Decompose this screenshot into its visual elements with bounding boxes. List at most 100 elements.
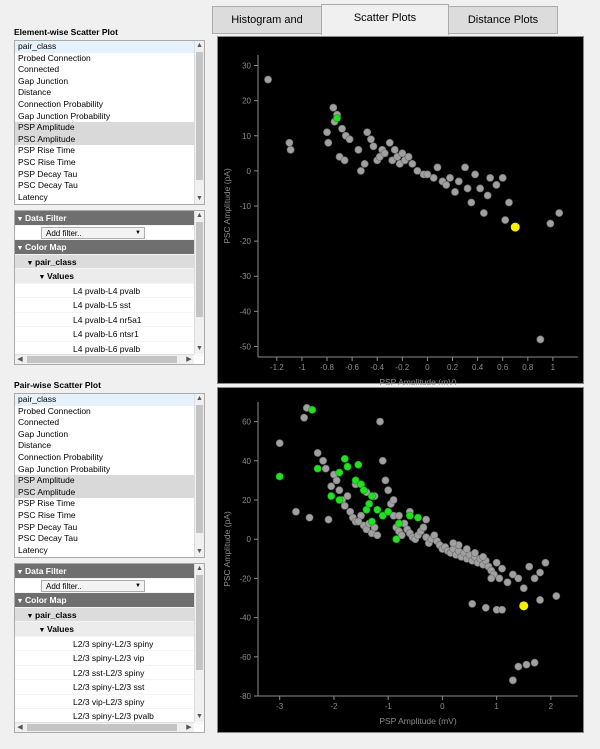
list-item[interactable]: Probed Connection (18, 405, 91, 416)
list-item[interactable]: Gap Junction (18, 75, 69, 86)
data-point (509, 570, 517, 579)
scroll-thumb[interactable] (196, 405, 203, 533)
list-item[interactable]: PSP Decay Tau (18, 521, 78, 532)
values-group[interactable]: ▼ Values (15, 622, 204, 637)
list-item[interactable]: Distance (18, 87, 52, 98)
data-point (324, 515, 333, 524)
pair-scatter-svg[interactable]: -3 -2 -1 0 1 2 -80 -60 -40 -20 0 20 40 60 PSP Amplitud… (218, 388, 585, 734)
scroll-up-icon[interactable]: ▲ (196, 565, 203, 572)
list-item[interactable]: Probed Connection (18, 52, 91, 63)
list-item[interactable]: PSP Decay Tau (18, 168, 78, 179)
scroll-down-icon[interactable]: ▼ (196, 195, 203, 202)
list-item[interactable]: Distance (18, 440, 52, 451)
list-item[interactable]: PSC Amplitude (15, 486, 204, 499)
value-item[interactable]: L2/3 sst-L2/3 spiny (15, 666, 204, 680)
list-item[interactable]: Connected (18, 417, 60, 428)
scroll-thumb[interactable] (196, 575, 203, 670)
scroll-left-icon[interactable]: ◀ (17, 356, 23, 363)
collapse-icon[interactable]: ▼ (38, 627, 46, 634)
y-tick-label: -40 (239, 614, 251, 623)
pair-class-group[interactable]: ▼ pair_class (15, 607, 204, 622)
list-item[interactable]: Connection Probability (18, 451, 104, 462)
color-map-header[interactable]: ▼ Color Map (15, 593, 204, 608)
element-field-list[interactable]: pair_class Probed Connection Connected Gap … (14, 40, 205, 205)
value-item[interactable]: L4 pvalb-L5 sst (15, 298, 204, 313)
list-item[interactable]: Latency (18, 544, 48, 555)
y-tick-label: 30 (242, 62, 251, 71)
scroll-up-icon[interactable]: ▲ (196, 212, 203, 219)
list-item[interactable]: Latency (18, 191, 48, 202)
list-item[interactable]: Connection Probability (18, 98, 104, 109)
value-item[interactable]: L2/3 vip-L2/3 spiny (15, 695, 204, 709)
horizontal-scrollbar[interactable]: ◀ ▶ (15, 354, 194, 364)
vertical-scrollbar[interactable]: ▲ ▼ (194, 211, 204, 354)
value-item[interactable]: L4 pvalb-L4 nr5a1 (15, 313, 204, 327)
value-item[interactable]: L4 pvalb-L4 pvalb (15, 284, 204, 298)
scroll-left-icon[interactable]: ◀ (17, 724, 23, 731)
value-item[interactable]: L2/3 spiny-L2/3 sst (15, 680, 204, 695)
collapse-icon[interactable]: ▼ (38, 274, 46, 281)
collapse-icon[interactable]: ▼ (16, 598, 24, 605)
scroll-thumb[interactable] (27, 724, 177, 731)
scroll-up-icon[interactable]: ▲ (196, 42, 203, 49)
scroll-thumb[interactable] (27, 356, 177, 363)
list-item[interactable]: Connected (18, 64, 60, 75)
highlighted-point (333, 114, 341, 123)
scroll-right-icon[interactable]: ▶ (186, 356, 192, 363)
pair-scatter-plot[interactable]: -3 -2 -1 0 1 2 -80 -60 -40 -20 0 20 40 60 PSP Amplitud… (217, 387, 584, 733)
vertical-scrollbar[interactable]: ▲ ▼ (194, 41, 204, 204)
list-item[interactable]: PSC Decay Tau (18, 533, 78, 544)
values-group[interactable]: ▼ Values (15, 269, 204, 284)
value-item[interactable]: L2/3 spiny-L2/3 vip (15, 651, 204, 666)
list-item[interactable]: pair_class (15, 41, 204, 53)
collapse-icon[interactable]: ▼ (26, 259, 34, 267)
horizontal-scrollbar[interactable]: ◀ ▶ (15, 722, 194, 732)
collapse-icon[interactable]: ▼ (16, 245, 24, 252)
list-item[interactable]: Gap Junction Probability (18, 110, 111, 121)
data-point (380, 149, 389, 158)
scroll-thumb[interactable] (196, 52, 203, 180)
value-item[interactable]: L2/3 spiny-L2/3 spiny (15, 637, 204, 651)
pair-field-list[interactable]: pair_class Probed Connection Connected Gap … (14, 393, 205, 558)
data-point (381, 476, 390, 485)
vertical-scrollbar[interactable]: ▲ ▼ (194, 564, 204, 722)
list-item[interactable]: PSP Amplitude (15, 122, 204, 134)
value-item[interactable]: L4 pvalb-L6 ntsr1 (15, 327, 204, 342)
list-item[interactable]: Gap Junction (18, 428, 69, 439)
collapse-icon[interactable]: ▼ (26, 612, 34, 620)
element-scatter-svg[interactable]: -1.2 -1 -0.8 -0.6 -0.4 -0.2 0 0.2 0.4 0.6 0.8 1 -50 -… (218, 37, 585, 387)
dropdown-arrow-icon: ▼ (135, 230, 141, 237)
list-item[interactable]: PSC Decay Tau (18, 180, 78, 191)
data-filter-header[interactable]: ▼ Data Filter (15, 211, 204, 226)
list-item[interactable]: pair_class (15, 394, 204, 406)
scroll-up-icon[interactable]: ▲ (196, 395, 203, 402)
data-point (286, 145, 295, 154)
y-tick-label: 10 (242, 132, 251, 141)
tab-histogram[interactable]: Histogram and TSeries (212, 6, 322, 52)
data-point (398, 149, 407, 158)
add-filter-dropdown[interactable]: Add filter.. ▼ (41, 227, 145, 240)
collapse-icon[interactable]: ▼ (16, 216, 24, 223)
scroll-down-icon[interactable]: ▼ (196, 345, 203, 352)
data-point (292, 507, 300, 516)
collapse-icon[interactable]: ▼ (16, 569, 24, 576)
add-filter-dropdown[interactable]: Add filter.. ▼ (41, 580, 145, 593)
tab-scatter-plots[interactable]: Scatter Plots (321, 4, 449, 35)
list-item[interactable]: Gap Junction Probability (18, 463, 111, 474)
data-filter-header[interactable]: ▼ Data Filter (15, 564, 204, 579)
list-item[interactable]: PSP Rise Time (18, 145, 76, 156)
tab-distance-plots[interactable]: Distance Plots (448, 6, 558, 34)
list-item[interactable]: PSC Rise Time (18, 156, 76, 167)
scroll-down-icon[interactable]: ▼ (196, 713, 203, 720)
element-scatter-plot[interactable]: -1.2 -1 -0.8 -0.6 -0.4 -0.2 0 0.2 0.4 0.6 0.8 1 -50 -… (217, 36, 585, 387)
list-item[interactable]: PSC Amplitude (15, 133, 204, 146)
list-item[interactable]: PSP Rise Time (18, 498, 76, 509)
color-map-header[interactable]: ▼ Color Map (15, 240, 204, 255)
scroll-down-icon[interactable]: ▼ (196, 548, 203, 555)
scroll-right-icon[interactable]: ▶ (186, 724, 192, 731)
list-item[interactable]: PSP Amplitude (15, 475, 204, 487)
scroll-thumb[interactable] (196, 222, 203, 317)
vertical-scrollbar[interactable]: ▲ ▼ (194, 394, 204, 557)
pair-class-group[interactable]: ▼ pair_class (15, 254, 204, 269)
list-item[interactable]: PSC Rise Time (18, 509, 76, 520)
